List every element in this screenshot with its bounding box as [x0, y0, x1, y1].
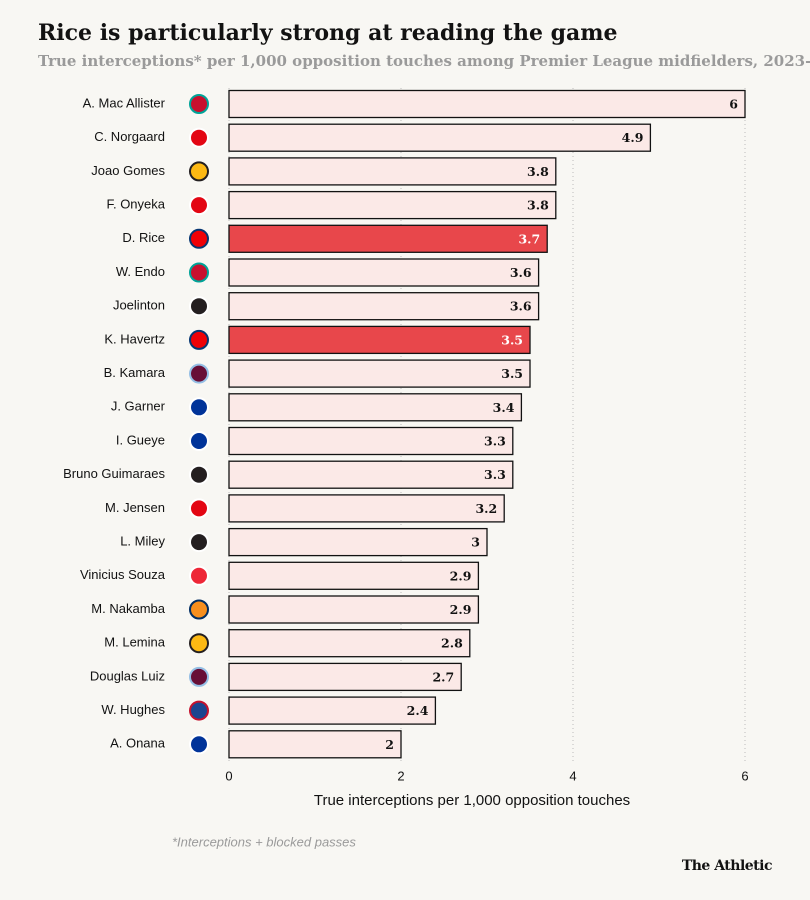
- value-label: 3.6: [510, 299, 532, 314]
- bar: [228, 359, 531, 388]
- value-label: 3.3: [484, 434, 506, 449]
- team-logo: [189, 532, 209, 553]
- value-label: 2.4: [407, 703, 429, 718]
- team-logo: [189, 498, 209, 519]
- team-logo: [189, 195, 209, 216]
- category-label: Joelinton: [113, 298, 165, 313]
- category-label: D. Rice: [122, 230, 165, 245]
- category-label: W. Endo: [116, 264, 165, 279]
- value-label: 2.9: [450, 568, 472, 583]
- value-label: 3.8: [527, 164, 549, 179]
- value-label: 2: [385, 737, 394, 752]
- team-logo: [189, 161, 209, 182]
- bar: [228, 190, 557, 220]
- value-label: 3.3: [484, 467, 506, 482]
- bar: [228, 730, 402, 759]
- value-label: 3.5: [501, 366, 523, 381]
- team-logo: [189, 734, 209, 755]
- team-logo: [189, 397, 209, 418]
- value-label: 2.7: [432, 669, 454, 684]
- category-label: A. Onana: [110, 736, 166, 751]
- footnote: *Interceptions + blocked passes: [172, 834, 356, 849]
- team-logo: [189, 329, 209, 350]
- source: The Athletic: [682, 858, 772, 874]
- team-logo: [189, 262, 209, 283]
- team-logo: [189, 94, 209, 114]
- team-logo: [189, 464, 209, 485]
- bar: [228, 460, 514, 489]
- team-logo: [189, 666, 209, 687]
- category-label: I. Gueye: [116, 432, 165, 447]
- bar: [228, 426, 514, 456]
- bar: [228, 292, 540, 321]
- x-tick-label: 4: [569, 768, 576, 783]
- value-label: 3.4: [493, 400, 515, 415]
- category-label: W. Hughes: [101, 702, 165, 717]
- team-logo: [189, 700, 209, 721]
- x-axis-label: True interceptions per 1,000 opposition …: [314, 792, 630, 809]
- category-label: B. Kamara: [104, 365, 166, 380]
- value-label: 3.8: [527, 198, 549, 213]
- chart-title: Rice is particularly strong at reading t…: [38, 20, 618, 46]
- bar: [228, 224, 548, 253]
- x-tick-label: 6: [741, 768, 748, 783]
- value-label: 3.6: [510, 265, 532, 280]
- category-label: Vinicius Souza: [80, 567, 166, 582]
- bar: [228, 157, 557, 186]
- category-label: Bruno Guimaraes: [63, 466, 165, 481]
- value-label: 6: [729, 97, 738, 112]
- value-label: 2.8: [441, 636, 463, 651]
- team-logo: [189, 633, 209, 654]
- value-label: 3.5: [501, 332, 523, 347]
- bar: [228, 595, 480, 624]
- category-label: Douglas Luiz: [90, 668, 165, 683]
- bar: [228, 89, 746, 119]
- bar: [228, 629, 471, 658]
- value-label: 4.9: [622, 130, 644, 145]
- team-logo: [189, 363, 209, 384]
- bar: [228, 662, 462, 692]
- category-label: M. Nakamba: [91, 601, 165, 616]
- category-label: L. Miley: [120, 534, 165, 549]
- bar: [228, 696, 437, 725]
- category-label: J. Garner: [111, 399, 166, 414]
- team-logo: [189, 599, 209, 620]
- bar: [228, 494, 505, 523]
- category-label: M. Lemina: [104, 635, 165, 650]
- x-tick-label: 2: [397, 768, 404, 783]
- value-label: 2.9: [450, 602, 472, 617]
- team-logo: [189, 565, 209, 586]
- bar: [228, 561, 480, 590]
- category-label: F. Onyeka: [106, 197, 165, 212]
- chart-subtitle: True interceptions* per 1,000 opposition…: [38, 52, 810, 70]
- bar: [228, 123, 652, 152]
- team-logo: [189, 296, 209, 317]
- category-label: A. Mac Allister: [83, 95, 166, 110]
- bar: [228, 527, 488, 557]
- value-label: 3.7: [518, 231, 540, 246]
- team-logo: [189, 431, 209, 451]
- team-logo: [189, 127, 209, 148]
- bar: [228, 325, 531, 355]
- x-tick-label: 0: [225, 768, 232, 783]
- category-label: K. Havertz: [104, 331, 165, 346]
- category-label: Joao Gomes: [91, 163, 165, 178]
- bar: [228, 393, 523, 422]
- category-label: M. Jensen: [105, 500, 165, 515]
- team-logo: [189, 228, 209, 249]
- value-label: 3: [471, 535, 480, 550]
- category-label: C. Norgaard: [94, 129, 165, 144]
- bar: [228, 258, 540, 287]
- value-label: 3.2: [475, 501, 497, 516]
